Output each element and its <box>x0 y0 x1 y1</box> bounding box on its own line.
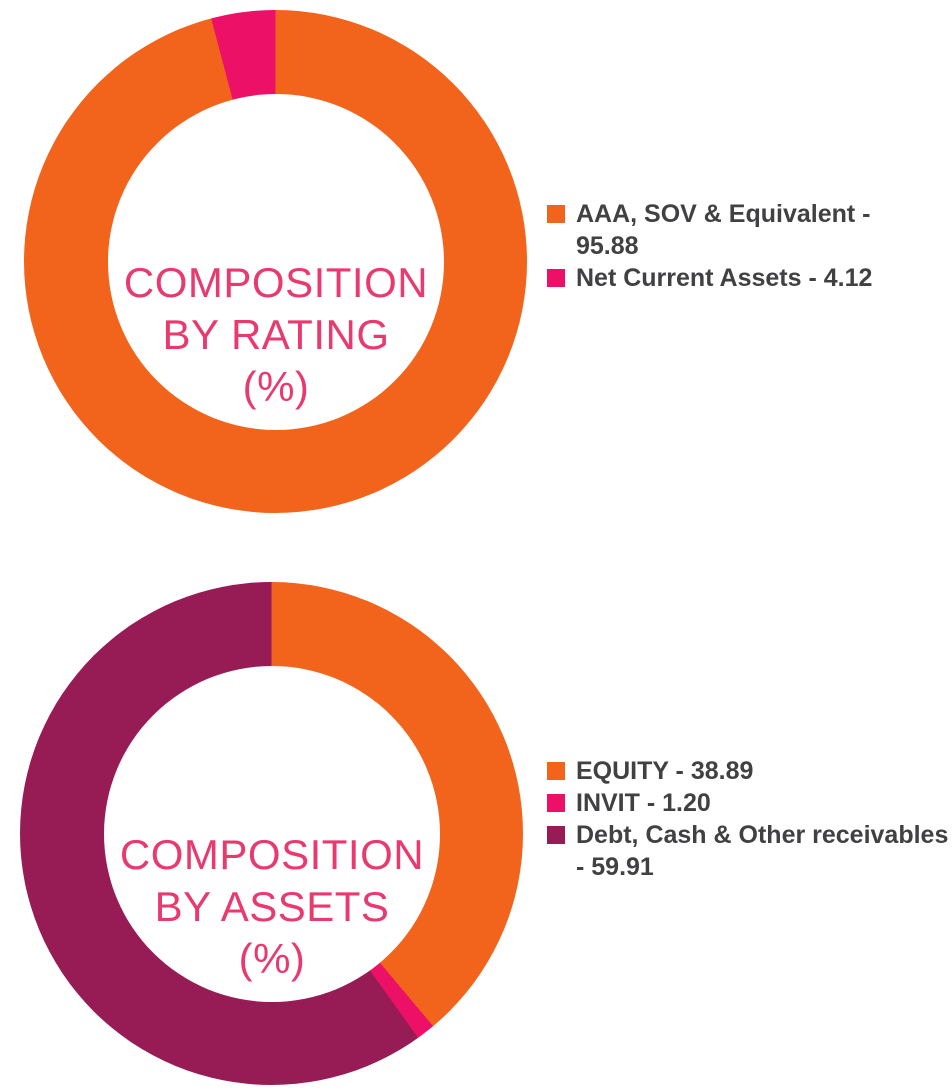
legend-label: Debt, Cash & Other receivables <box>576 821 949 849</box>
legend-item-continuation: 95.88 <box>547 230 949 262</box>
legend-swatch <box>547 269 565 287</box>
composition-by-assets-legend: EQUITY - 38.89 INVIT - 1.20 Debt, Cash & O… <box>547 755 949 883</box>
title-line: (%) <box>238 935 306 982</box>
legend-swatch-spacer <box>547 858 565 876</box>
title-line: BY ASSETS <box>154 883 390 930</box>
legend-swatch <box>547 762 565 780</box>
legend-label: INVIT - 1.20 <box>576 789 711 817</box>
title-line: COMPOSITION <box>123 259 429 306</box>
composition-by-rating-legend: AAA, SOV & Equivalent - 95.88 Net Current … <box>547 198 949 294</box>
title-line: COMPOSITION <box>119 831 425 878</box>
legend-item-continuation: - 59.91 <box>547 851 949 883</box>
legend-item: Debt, Cash & Other receivables <box>547 819 949 851</box>
legend-swatch <box>547 205 565 223</box>
composition-by-rating-donut <box>24 10 527 513</box>
donut-hole <box>103 665 440 1002</box>
legend-swatch-spacer <box>547 237 565 255</box>
legend-label: 95.88 <box>576 232 639 260</box>
composition-by-rating-title: COMPOSITION BY RATING (%) <box>104 257 448 413</box>
legend-label: - 59.91 <box>576 853 654 881</box>
legend-item: AAA, SOV & Equivalent - <box>547 198 949 230</box>
legend-item: EQUITY - 38.89 <box>547 755 949 787</box>
legend-item: Net Current Assets - 4.12 <box>547 262 949 294</box>
composition-by-assets-title: COMPOSITION BY ASSETS (%) <box>100 829 444 985</box>
donut-hole <box>107 93 444 430</box>
legend-swatch <box>547 826 565 844</box>
legend-item: INVIT - 1.20 <box>547 787 949 819</box>
legend-label: AAA, SOV & Equivalent - <box>576 200 871 228</box>
legend-label: EQUITY - 38.89 <box>576 757 754 785</box>
legend-swatch <box>547 794 565 812</box>
composition-by-assets-donut <box>20 582 523 1085</box>
legend-label: Net Current Assets - 4.12 <box>576 264 873 292</box>
title-line: BY RATING <box>162 311 390 358</box>
title-line: (%) <box>242 363 310 410</box>
